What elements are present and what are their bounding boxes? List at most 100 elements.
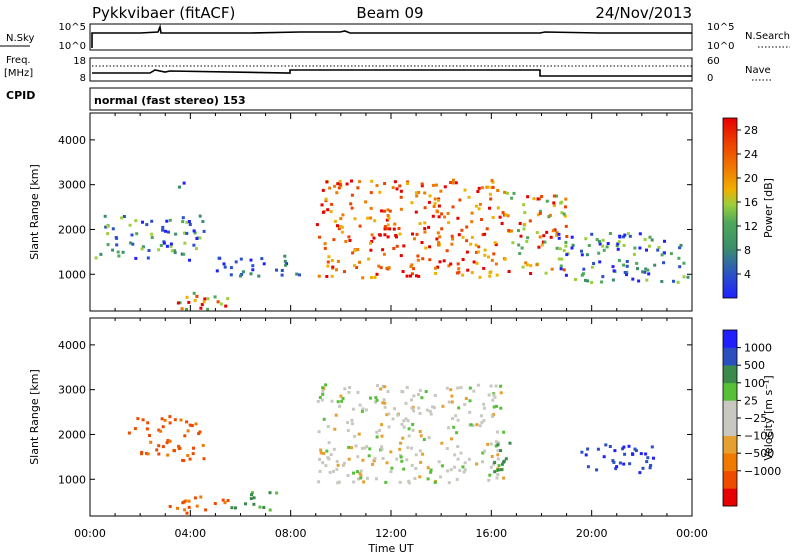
power-cell bbox=[333, 184, 337, 188]
power-cell bbox=[525, 263, 529, 267]
noise-panel-frame bbox=[89, 23, 693, 51]
velocity-cell bbox=[425, 408, 429, 412]
velocity-colorbar-band bbox=[723, 330, 737, 348]
power-cell bbox=[582, 267, 586, 271]
power-cell bbox=[375, 184, 379, 188]
velocity-cell bbox=[479, 414, 483, 418]
velocity-cell bbox=[321, 386, 325, 390]
velocity-cell bbox=[404, 417, 408, 421]
velocity-cell bbox=[493, 470, 497, 474]
power-cell bbox=[437, 241, 441, 245]
power-cell bbox=[560, 200, 564, 204]
velocity-cell bbox=[405, 458, 409, 462]
velocity-cell bbox=[602, 455, 606, 459]
power-cell bbox=[559, 267, 563, 271]
power-cell bbox=[641, 270, 645, 274]
velocity-cell bbox=[223, 501, 227, 505]
velocity-cell bbox=[249, 497, 253, 501]
power-cell bbox=[662, 251, 666, 255]
power-cell bbox=[532, 197, 536, 201]
power-cell bbox=[370, 240, 374, 243]
velocity-cell bbox=[359, 473, 363, 477]
power-cell bbox=[542, 234, 546, 238]
power-cell bbox=[206, 297, 210, 301]
velocity-cell bbox=[190, 424, 194, 427]
power-cell bbox=[391, 186, 395, 190]
power-cell bbox=[335, 191, 339, 195]
power-cell bbox=[483, 253, 487, 257]
power-cell bbox=[398, 232, 402, 236]
power-cell bbox=[344, 240, 348, 243]
power-cell bbox=[608, 232, 612, 235]
power-cell bbox=[182, 181, 186, 185]
velocity-cell bbox=[418, 388, 422, 392]
power-cell bbox=[645, 278, 649, 282]
power-cell bbox=[472, 260, 476, 264]
power-cell bbox=[562, 268, 566, 272]
velocity-cell bbox=[226, 499, 230, 502]
power-cell bbox=[611, 278, 615, 282]
power-cell bbox=[549, 235, 553, 239]
power-cell bbox=[491, 185, 495, 189]
power-cell bbox=[262, 262, 266, 266]
velocity-cell bbox=[346, 421, 349, 425]
power-cell bbox=[432, 205, 436, 208]
velocity-cell bbox=[648, 466, 652, 470]
power-cell bbox=[373, 275, 377, 279]
velocity-cell bbox=[346, 474, 350, 477]
power-cell bbox=[329, 210, 333, 214]
power-cell bbox=[493, 241, 497, 245]
velocity-cell bbox=[202, 457, 206, 461]
power-cell bbox=[557, 257, 561, 261]
velocity-cell bbox=[197, 432, 201, 436]
power-cell bbox=[557, 232, 561, 236]
power-cell bbox=[198, 214, 202, 218]
velocity-cell bbox=[495, 430, 499, 434]
velocity-colorbar-tick-label: −100 bbox=[744, 430, 774, 443]
velocity-cell bbox=[412, 394, 416, 398]
power-cell bbox=[483, 248, 487, 252]
power-cell bbox=[203, 297, 207, 301]
power-cell bbox=[372, 236, 376, 240]
power-cell bbox=[325, 180, 329, 184]
power-cell bbox=[439, 189, 443, 193]
power-cell bbox=[165, 244, 169, 248]
power-cell bbox=[369, 248, 373, 252]
velocity-cell bbox=[449, 468, 453, 472]
power-cell bbox=[337, 227, 341, 231]
power-cell bbox=[523, 223, 527, 226]
power-cell bbox=[564, 273, 568, 277]
power-cell bbox=[121, 250, 125, 254]
power-cell bbox=[387, 266, 391, 270]
power-cell bbox=[637, 279, 641, 283]
power-cell bbox=[586, 279, 590, 283]
power-cell bbox=[528, 219, 532, 223]
velocity-cell bbox=[347, 390, 351, 394]
power-cell bbox=[386, 214, 390, 217]
noise-left-tick-bottom: 10^0 bbox=[59, 41, 86, 52]
velocity-cell bbox=[482, 402, 486, 406]
power-cell bbox=[443, 185, 447, 189]
velocity-cell bbox=[390, 466, 394, 470]
power-cell bbox=[645, 248, 648, 252]
power-cell bbox=[427, 200, 431, 204]
power-cell bbox=[552, 201, 556, 205]
power-cell bbox=[405, 274, 409, 278]
power-cell bbox=[373, 219, 377, 223]
velocity-cell bbox=[645, 460, 649, 464]
power-cell bbox=[592, 262, 596, 265]
power-cell bbox=[450, 234, 454, 238]
velocity-cell bbox=[380, 447, 384, 451]
power-cell bbox=[321, 188, 325, 192]
velocity-cell bbox=[375, 430, 379, 434]
velocity-cell bbox=[494, 384, 498, 388]
velocity-cell bbox=[491, 398, 495, 402]
velocity-cell bbox=[419, 460, 423, 464]
power-colorbar-tick-label: 16 bbox=[744, 196, 758, 209]
velocity-cell bbox=[401, 436, 405, 440]
power-cell bbox=[335, 268, 338, 272]
power-cell bbox=[495, 273, 499, 277]
velocity-cell bbox=[400, 459, 404, 463]
power-cell bbox=[275, 268, 278, 272]
power-cell bbox=[192, 291, 196, 295]
